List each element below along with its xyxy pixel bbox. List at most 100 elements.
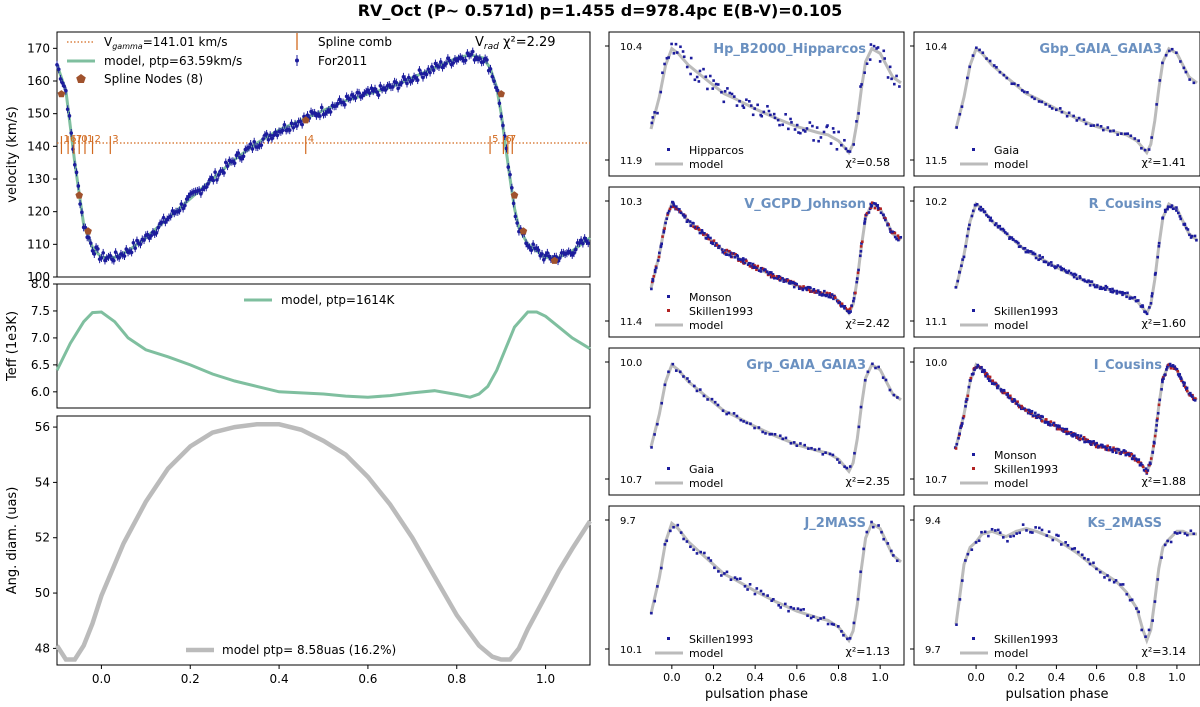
r-data-point [988, 219, 992, 222]
v-data-point [706, 235, 710, 239]
rv-data-point [99, 256, 104, 260]
rv-data-point [101, 251, 105, 255]
hp-data-point [846, 149, 850, 153]
ks-data-point [1006, 539, 1009, 543]
r-data-point [960, 264, 963, 268]
v-data-point [852, 297, 856, 300]
i-data-point [1158, 398, 1162, 402]
r-data-point [979, 205, 983, 209]
j-data-point [856, 597, 860, 601]
hp-data-point [860, 83, 863, 86]
v-data-point [763, 268, 767, 271]
hp-data-point [797, 131, 800, 134]
rv-data-point [406, 75, 411, 80]
i-data-point [972, 372, 975, 375]
rv-data-point [69, 131, 74, 135]
rv-data-point [495, 88, 500, 93]
r-data-point [993, 223, 997, 227]
r-ytick-label: 10.2 [925, 197, 947, 208]
rv-data-point [168, 214, 173, 219]
v-data-point [755, 266, 759, 269]
diam-legend-label: model ptp= 8.58uas (16.2%) [222, 643, 396, 657]
ks-ytick-label: 9.7 [925, 645, 941, 656]
r-data-point [1069, 271, 1073, 275]
i-data-point-red [1153, 434, 1157, 438]
rv-comb-label: 7 [510, 134, 516, 145]
hp-data-point [697, 80, 701, 83]
gbp-data-point [1106, 126, 1110, 129]
r-data-point [1148, 306, 1151, 309]
gbp-ytick-label: 11.5 [925, 156, 947, 167]
grp-data-point [695, 389, 699, 393]
v-data-point [698, 231, 702, 235]
rv-data-point [266, 137, 271, 142]
rv-spline-node [301, 116, 310, 124]
hp-data-point [843, 138, 846, 142]
v-data-point-red [884, 217, 887, 220]
grp-data-point [660, 401, 664, 405]
i-data-point [999, 388, 1003, 391]
gbp-data-point [1109, 129, 1112, 133]
hp-data-point [762, 110, 766, 114]
gbp-data-point [988, 59, 992, 63]
j-data-point [806, 614, 809, 618]
rv-data-point [328, 110, 333, 114]
v-data-point [840, 304, 844, 308]
diam-model-curve [55, 422, 592, 662]
gbp-data-point [1075, 119, 1079, 122]
grp-data-point [828, 452, 832, 456]
gbp-axes-frame [913, 31, 1200, 177]
rv-data-point [405, 81, 409, 86]
hp-data-point [708, 74, 712, 78]
v-data-point [662, 230, 666, 234]
r-legend-dot-swatch [972, 309, 975, 312]
rv-data-point [540, 252, 544, 256]
diam-axes-frame [56, 415, 591, 666]
v-data-point-red [893, 231, 897, 235]
grp-data-point [881, 376, 885, 379]
i-data-point [1128, 453, 1131, 457]
j-data-point [755, 587, 759, 590]
ks-data-point [966, 552, 970, 556]
gbp-data-point [1170, 47, 1174, 51]
hp-data-point [857, 112, 860, 115]
hp-data-point [852, 143, 856, 146]
j-data-point [656, 585, 659, 588]
i-data-point [955, 442, 959, 446]
ks-data-point [1114, 579, 1118, 582]
gbp-data-point [1126, 132, 1130, 135]
rv-data-point [426, 67, 431, 71]
hp-data-point [893, 82, 896, 86]
hp-data-point [773, 116, 777, 120]
rv-data-point [557, 256, 562, 260]
i-data-point-red [1011, 398, 1014, 401]
r-data-point [975, 203, 979, 206]
i-data-point-red [1084, 437, 1087, 441]
rv-data-point [472, 58, 477, 62]
diam-xtick-label: 0.4 [270, 672, 289, 686]
i-data-point [1116, 447, 1119, 451]
gbp-ytick-label: 10.4 [925, 42, 947, 53]
rv-data-point [291, 125, 296, 130]
grp-data-point [803, 443, 806, 447]
hp-data-point [670, 42, 673, 46]
j-data-point [832, 623, 835, 626]
rv-ytick-label: 170 [27, 41, 50, 55]
i-data-point [961, 422, 964, 425]
i-data-point [1041, 415, 1044, 419]
figure-title: RV_Oct (P~ 0.571d) p=1.455 d=978.4pc E(B… [357, 1, 843, 20]
j-data-point [729, 578, 733, 582]
hp-data-point [812, 139, 815, 142]
ks-data-point [961, 579, 964, 582]
grp-data-series [650, 362, 899, 470]
i-data-point-red [1180, 379, 1183, 383]
i-data-point [1058, 426, 1062, 430]
grp-data-point [692, 384, 696, 388]
rv-data-point [138, 242, 143, 247]
r-data-point [1066, 271, 1069, 274]
v-data-point [701, 231, 704, 235]
j-data-point [720, 574, 723, 577]
rv-data-point [199, 192, 203, 196]
ks-data-point [1001, 536, 1005, 539]
gbp-data-point [1037, 100, 1041, 103]
